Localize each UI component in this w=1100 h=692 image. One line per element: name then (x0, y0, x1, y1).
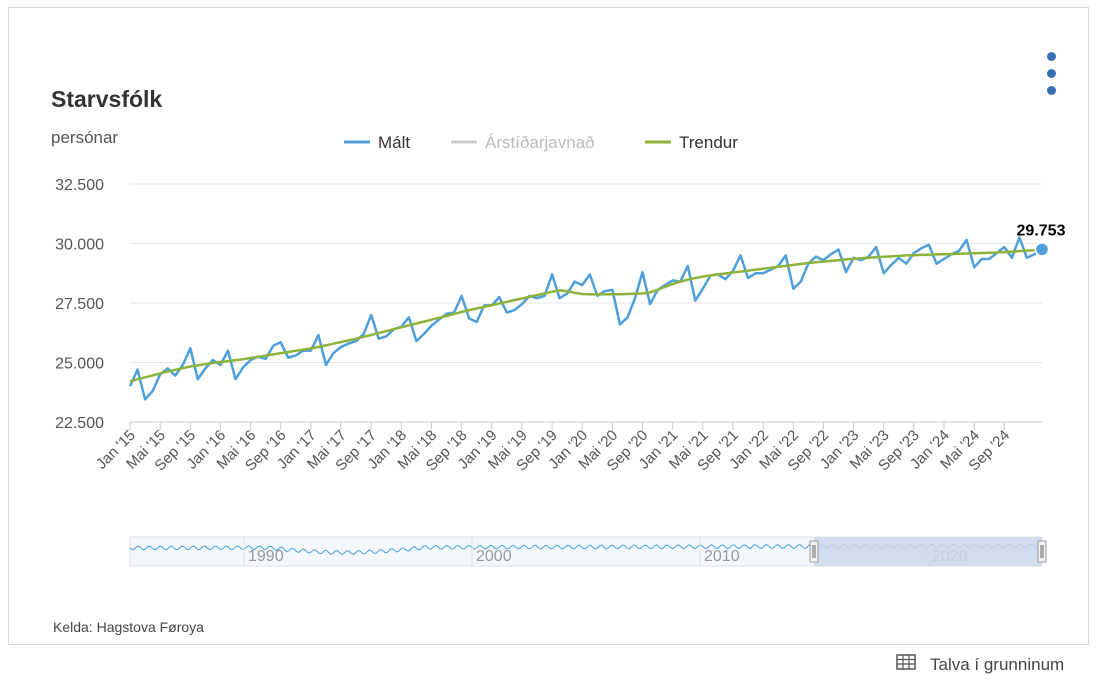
y-tick-label: 27.500 (55, 296, 104, 313)
y-tick-label: 22.500 (55, 415, 104, 432)
source-credit: Kelda: Hagstova Føroya (53, 619, 204, 635)
legend-item-arstidarjavnad[interactable]: Árstíðarjavnað (485, 133, 595, 152)
legend-item-trendur[interactable]: Trendur (679, 133, 738, 152)
navigator-handle-right[interactable] (1037, 540, 1047, 563)
navigator-year-label: 2000 (476, 548, 512, 565)
table-link-label: Talva í grunninum (930, 654, 1065, 674)
y-tick-label: 25.000 (55, 356, 104, 373)
more-vertical-icon[interactable] (1041, 52, 1061, 100)
navigator-handle-left[interactable] (809, 540, 819, 563)
y-tick-label: 32.500 (55, 177, 104, 194)
series-line-trendur (129, 248, 1043, 383)
navigator-selection (814, 537, 1042, 566)
navigator-year-label: 2010 (704, 548, 740, 565)
table-link[interactable]: Talva í grunninum (896, 654, 1064, 675)
y-tick-label: 30.000 (55, 237, 104, 254)
last-value-label: 29.753 (1017, 222, 1066, 239)
y-axis-unit: persónar (51, 128, 119, 147)
table-icon (896, 654, 916, 675)
last-point-marker[interactable] (1034, 242, 1050, 257)
navigator-year-label: 1990 (248, 548, 284, 565)
series-line-malt (128, 236, 1043, 401)
chart-title: Starvsfólk (51, 86, 163, 112)
legend-item-malt[interactable]: Mált (378, 133, 410, 152)
